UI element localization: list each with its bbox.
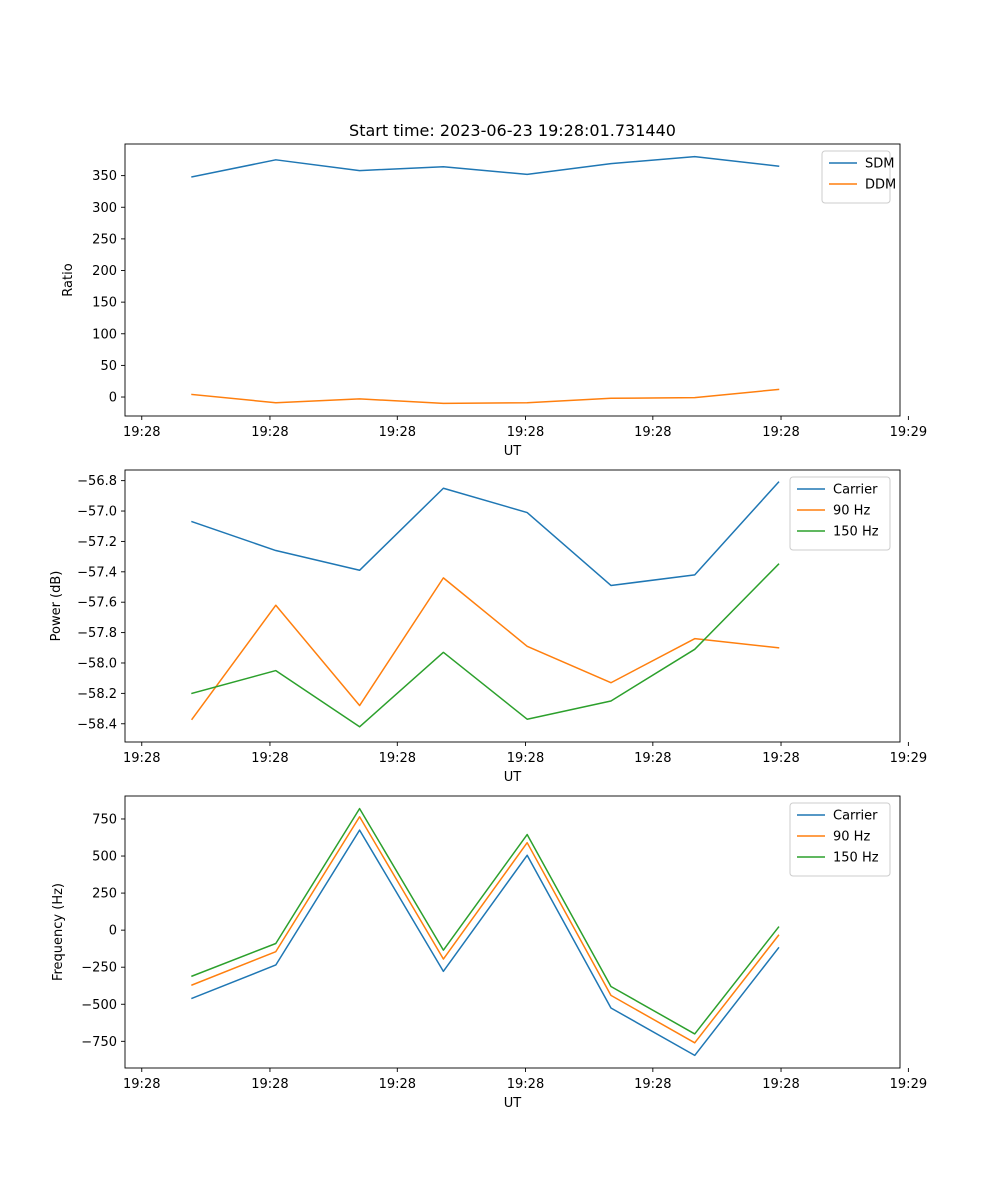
y-tick-label: 250	[92, 887, 117, 902]
series-line-90-hz	[190, 577, 780, 721]
legend-label: Carrier	[833, 483, 878, 498]
legend-label: 150 Hz	[833, 851, 879, 866]
series-line-150-hz	[191, 563, 780, 728]
y-tick-label: 350	[92, 169, 117, 184]
y-axis-label: Ratio	[61, 263, 76, 296]
legend-label: 150 Hz	[833, 525, 879, 540]
x-tick-label: 19:28	[634, 1077, 671, 1092]
y-tick-label: −57.0	[77, 505, 117, 520]
y-tick-label: 0	[109, 924, 117, 939]
legend-label: Carrier	[833, 809, 878, 824]
y-tick-label: 150	[92, 296, 117, 311]
x-tick-label: 19:28	[123, 1077, 160, 1092]
y-tick-label: 750	[92, 812, 117, 827]
x-tick-label: 19:29	[890, 751, 927, 766]
y-axis-label: Frequency (Hz)	[51, 883, 66, 981]
series-line-carrier	[191, 829, 780, 1057]
x-tick-label: 19:28	[379, 751, 416, 766]
series-line-carrier	[191, 481, 780, 587]
x-axis-label: UT	[504, 770, 522, 785]
x-tick-label: 19:29	[890, 1077, 927, 1092]
x-axis-label: UT	[504, 444, 522, 459]
x-tick-label: 19:28	[762, 425, 799, 440]
y-tick-label: −57.2	[77, 535, 117, 550]
y-tick-label: −57.4	[77, 565, 117, 580]
y-tick-label: 50	[100, 359, 117, 374]
y-tick-label: 0	[109, 391, 117, 406]
axes-frame	[124, 143, 901, 417]
x-tick-label: 19:28	[123, 751, 160, 766]
legend-label: SDM	[865, 157, 894, 172]
chart-title: Start time: 2023-06-23 19:28:01.731440	[349, 121, 676, 140]
x-tick-label: 19:28	[251, 1077, 288, 1092]
legend: Carrier 90 Hz 150 Hz	[789, 802, 891, 877]
legend-label: DDM	[865, 178, 896, 193]
legend-label: 90 Hz	[833, 504, 870, 519]
y-tick-label: 500	[92, 850, 117, 865]
y-tick-label: 200	[92, 264, 117, 279]
x-tick-label: 19:28	[379, 425, 416, 440]
y-tick-label: −58.0	[77, 656, 117, 671]
x-tick-label: 19:28	[634, 425, 671, 440]
subplot-2: 19:28 19:28 19:28 19:28 19:28 19:28 19:29 −58.4…	[49, 469, 927, 785]
x-tick-label: 19:28	[251, 751, 288, 766]
x-tick-label: 19:28	[507, 751, 544, 766]
series-line-90-hz	[191, 816, 780, 1044]
y-tick-label: −58.4	[77, 717, 117, 732]
x-axis-label: UT	[504, 1096, 522, 1111]
x-tick-label: 19:28	[762, 751, 799, 766]
x-tick-label: 19:28	[123, 425, 160, 440]
y-tick-label: 300	[92, 201, 117, 216]
x-tick-label: 19:28	[379, 1077, 416, 1092]
legend: Carrier 90 Hz 150 Hz	[789, 476, 891, 551]
y-tick-label: −57.6	[77, 596, 117, 611]
y-tick-label: −56.8	[77, 474, 117, 489]
series-line-150-hz	[191, 807, 780, 1035]
y-tick-label: −500	[81, 998, 117, 1013]
legend-label: 90 Hz	[833, 830, 870, 845]
axes-frame	[124, 795, 901, 1069]
y-tick-label: −57.8	[77, 626, 117, 641]
y-tick-label: −250	[81, 961, 117, 976]
axes-frame	[124, 469, 901, 743]
x-tick-label: 19:28	[507, 425, 544, 440]
x-tick-label: 19:28	[251, 425, 288, 440]
x-tick-label: 19:28	[507, 1077, 544, 1092]
subplot-1: 19:28 19:28 19:28 19:28 19:28 19:28 19:29 0 50 10…	[61, 121, 927, 459]
y-tick-label: −750	[81, 1035, 117, 1050]
y-axis-label: Power (dB)	[49, 571, 64, 642]
legend-box	[821, 150, 891, 204]
y-tick-label: 100	[92, 327, 117, 342]
series-line-ddm	[191, 388, 780, 405]
series-line-sdm	[191, 155, 780, 178]
x-tick-label: 19:28	[762, 1077, 799, 1092]
x-tick-label: 19:29	[890, 425, 927, 440]
x-tick-label: 19:28	[634, 751, 671, 766]
subplot-3: 19:28 19:28 19:28 19:28 19:28 19:28 19:29 −750 −…	[51, 795, 927, 1111]
y-tick-label: 250	[92, 232, 117, 247]
legend: SDM DDM	[821, 150, 896, 204]
y-tick-label: −58.2	[77, 687, 117, 702]
